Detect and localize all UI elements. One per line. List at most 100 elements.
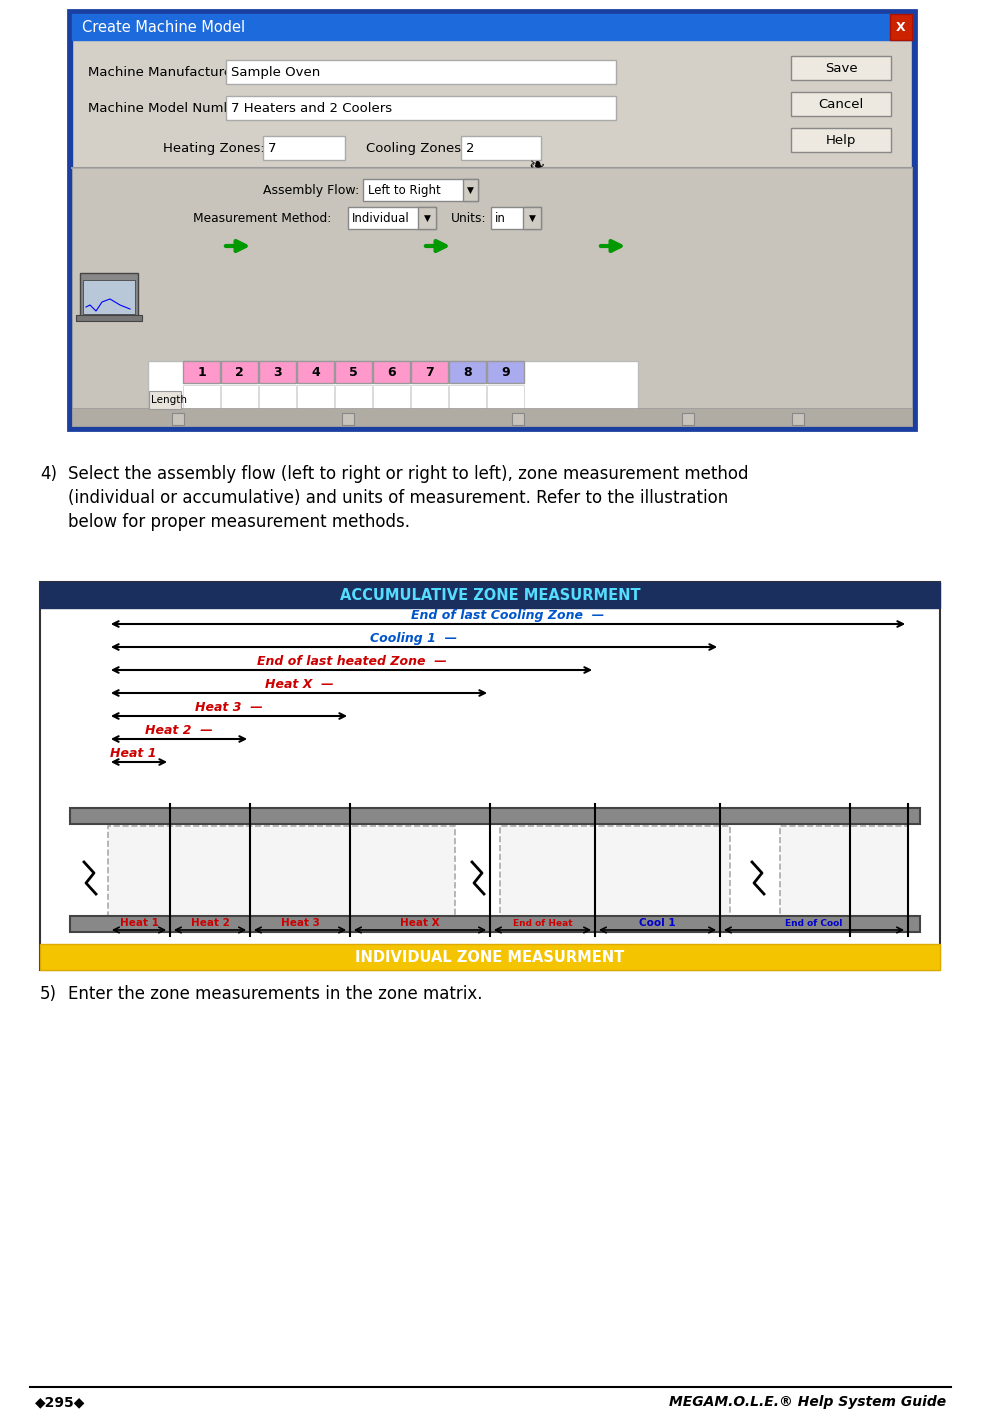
Text: ◆295◆: ◆295◆ [35, 1395, 85, 1409]
Bar [500, 826, 730, 931]
Text: Enter the zone measurements in the zone matrix.: Enter the zone measurements in the zone … [68, 985, 483, 1003]
Text: 2: 2 [466, 141, 475, 154]
Text: ❧: ❧ [528, 155, 544, 175]
Text: 7: 7 [268, 141, 277, 154]
Bar [411, 385, 448, 409]
Text: ACCUMULATIVE ZONE MEASURMENT: ACCUMULATIVE ZONE MEASURMENT [339, 587, 641, 603]
Text: Sample Oven: Sample Oven [231, 66, 320, 78]
Bar [83, 279, 135, 314]
Text: 5: 5 [349, 365, 358, 379]
Bar [791, 56, 891, 80]
Bar [76, 315, 142, 321]
Bar [68, 10, 916, 430]
Bar [791, 128, 891, 152]
Bar [449, 385, 486, 409]
Bar [890, 14, 912, 40]
Text: INDIVIDUAL ZONE MEASURMENT: INDIVIDUAL ZONE MEASURMENT [355, 949, 625, 965]
Bar [40, 581, 940, 608]
Text: Heat X: Heat X [400, 918, 439, 928]
Text: below for proper measurement methods.: below for proper measurement methods. [68, 513, 410, 532]
Text: Length: Length [151, 395, 187, 405]
Bar [183, 385, 220, 409]
Bar [335, 385, 372, 409]
Bar [221, 361, 258, 383]
Text: 4): 4) [40, 465, 57, 483]
Text: Individual: Individual [352, 211, 410, 225]
Bar [72, 14, 912, 426]
Text: Help: Help [826, 134, 856, 147]
Text: Create Machine Model: Create Machine Model [82, 20, 245, 34]
Bar [449, 361, 486, 383]
Text: ▼: ▼ [424, 214, 431, 222]
Text: Machine Model Number:: Machine Model Number: [88, 101, 250, 114]
Text: 7: 7 [425, 365, 434, 379]
Bar [108, 826, 455, 931]
Bar [335, 361, 372, 383]
Bar [70, 916, 920, 932]
Text: Save: Save [825, 61, 857, 74]
Bar [226, 95, 616, 120]
Text: End of Heat: End of Heat [513, 919, 572, 928]
Bar [72, 168, 912, 426]
Bar [72, 14, 912, 40]
Bar [363, 180, 478, 201]
Text: 5): 5) [40, 985, 57, 1003]
Bar [40, 943, 940, 970]
Bar [226, 60, 616, 84]
Text: 4: 4 [311, 365, 320, 379]
Text: End of Cool: End of Cool [786, 919, 843, 928]
Text: Cooling 1  —: Cooling 1 — [371, 633, 457, 646]
Bar [149, 390, 181, 409]
Text: (individual or accumulative) and units of measurement. Refer to the illustration: (individual or accumulative) and units o… [68, 489, 728, 507]
Text: Cancel: Cancel [818, 97, 863, 111]
Bar [512, 413, 524, 425]
Bar [40, 581, 940, 970]
Bar [221, 385, 258, 409]
Text: ▼: ▼ [529, 214, 536, 222]
Text: Left to Right: Left to Right [368, 184, 440, 197]
Text: Heat 2: Heat 2 [190, 918, 230, 928]
Text: in: in [495, 211, 506, 225]
Text: Units:: Units: [451, 211, 487, 225]
Bar [523, 207, 541, 229]
Bar [348, 207, 436, 229]
Bar [373, 361, 410, 383]
Text: 7 Heaters and 2 Coolers: 7 Heaters and 2 Coolers [231, 101, 392, 114]
Bar [263, 135, 345, 160]
Bar [792, 413, 804, 425]
Text: Heat X  —: Heat X — [265, 678, 334, 691]
Bar [72, 408, 912, 426]
Text: Select the assembly flow (left to right or right to left), zone measurement meth: Select the assembly flow (left to right … [68, 465, 749, 483]
Text: Heating Zones:: Heating Zones: [163, 141, 265, 154]
Text: Measurement Method:: Measurement Method: [193, 211, 332, 225]
Bar [297, 361, 334, 383]
Bar [172, 413, 184, 425]
Text: 9: 9 [501, 365, 510, 379]
Text: Cooling Zones:: Cooling Zones: [366, 141, 466, 154]
Text: ▼: ▼ [467, 185, 474, 194]
Text: Machine Manufacturer:: Machine Manufacturer: [88, 66, 241, 78]
Bar [491, 207, 541, 229]
Bar [487, 361, 524, 383]
Bar [487, 385, 524, 409]
Text: 6: 6 [387, 365, 395, 379]
Bar [373, 385, 410, 409]
Text: Cool 1: Cool 1 [640, 918, 676, 928]
Bar [791, 93, 891, 115]
Text: 2: 2 [235, 365, 244, 379]
Bar [80, 274, 138, 316]
Text: Heat 2  —: Heat 2 — [145, 724, 213, 737]
Text: MEGAM.O.L.E.® Help System Guide: MEGAM.O.L.E.® Help System Guide [669, 1395, 946, 1409]
Bar [70, 808, 920, 824]
Bar [780, 826, 908, 931]
Bar [259, 361, 296, 383]
Bar [463, 180, 478, 201]
Bar [259, 385, 296, 409]
Text: Heat 3  —: Heat 3 — [195, 701, 263, 714]
Text: Heat 3: Heat 3 [281, 918, 320, 928]
Bar [183, 361, 220, 383]
Bar [682, 413, 694, 425]
Text: Heat 1: Heat 1 [120, 918, 159, 928]
Bar [411, 361, 448, 383]
Text: Heat 1: Heat 1 [110, 747, 157, 760]
